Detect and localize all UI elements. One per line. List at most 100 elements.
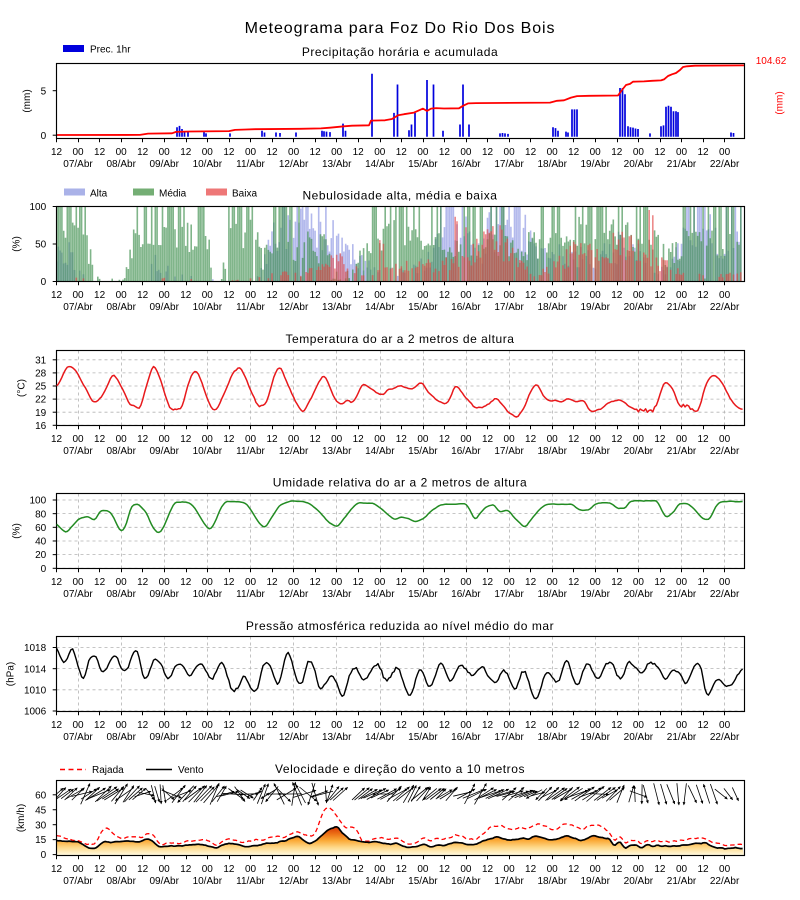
- svg-text:12: 12: [266, 720, 278, 731]
- svg-text:12: 12: [137, 864, 149, 875]
- svg-text:(mm): (mm): [775, 91, 786, 114]
- svg-text:(%): (%): [12, 236, 23, 252]
- svg-text:00: 00: [159, 434, 171, 445]
- svg-text:00: 00: [288, 577, 300, 588]
- svg-text:19/Abr: 19/Abr: [580, 159, 610, 170]
- svg-text:00: 00: [460, 147, 472, 158]
- svg-text:12: 12: [137, 434, 149, 445]
- svg-text:12: 12: [611, 147, 623, 158]
- svg-text:12: 12: [266, 290, 278, 301]
- svg-text:12: 12: [94, 720, 106, 731]
- svg-text:07/Abr: 07/Abr: [63, 589, 93, 600]
- svg-text:12: 12: [51, 864, 63, 875]
- svg-text:00: 00: [633, 434, 645, 445]
- svg-text:12: 12: [223, 290, 235, 301]
- svg-text:00: 00: [719, 577, 731, 588]
- svg-text:09/Abr: 09/Abr: [149, 302, 179, 313]
- svg-text:12: 12: [137, 290, 149, 301]
- svg-text:13/Abr: 13/Abr: [322, 589, 352, 600]
- svg-text:00: 00: [331, 864, 343, 875]
- svg-text:12: 12: [396, 864, 408, 875]
- svg-text:30: 30: [35, 820, 47, 831]
- svg-text:12: 12: [51, 290, 63, 301]
- svg-text:17/Abr: 17/Abr: [494, 732, 524, 743]
- svg-text:15/Abr: 15/Abr: [408, 732, 438, 743]
- svg-text:Temperatura do ar a 2 metros d: Temperatura do ar a 2 metros de altura: [285, 332, 514, 346]
- svg-text:15/Abr: 15/Abr: [408, 159, 438, 170]
- svg-text:0: 0: [41, 850, 47, 861]
- svg-text:00: 00: [633, 577, 645, 588]
- svg-text:12: 12: [353, 577, 365, 588]
- svg-text:00: 00: [288, 290, 300, 301]
- svg-text:08/Abr: 08/Abr: [106, 446, 136, 457]
- svg-text:14/Abr: 14/Abr: [365, 302, 395, 313]
- svg-text:00: 00: [116, 290, 128, 301]
- svg-text:00: 00: [116, 720, 128, 731]
- svg-text:00: 00: [159, 147, 171, 158]
- svg-text:15: 15: [35, 835, 47, 846]
- svg-text:12: 12: [611, 864, 623, 875]
- svg-text:22/Abr: 22/Abr: [710, 732, 740, 743]
- svg-text:00: 00: [719, 147, 731, 158]
- svg-text:12: 12: [94, 290, 106, 301]
- svg-text:16/Abr: 16/Abr: [451, 159, 481, 170]
- svg-text:00: 00: [72, 434, 84, 445]
- svg-text:00: 00: [590, 864, 602, 875]
- svg-text:00: 00: [72, 147, 84, 158]
- svg-text:00: 00: [288, 147, 300, 158]
- svg-text:12: 12: [51, 720, 63, 731]
- svg-text:12: 12: [439, 290, 451, 301]
- svg-text:12: 12: [266, 864, 278, 875]
- svg-text:10/Abr: 10/Abr: [193, 876, 223, 887]
- svg-text:00: 00: [417, 290, 429, 301]
- svg-text:12: 12: [654, 290, 666, 301]
- svg-text:12: 12: [482, 434, 494, 445]
- svg-text:12: 12: [396, 720, 408, 731]
- svg-text:00: 00: [719, 720, 731, 731]
- svg-text:00: 00: [245, 720, 257, 731]
- svg-text:09/Abr: 09/Abr: [149, 589, 179, 600]
- svg-text:16/Abr: 16/Abr: [451, 589, 481, 600]
- svg-text:00: 00: [245, 434, 257, 445]
- svg-text:11/Abr: 11/Abr: [236, 446, 265, 457]
- svg-text:(km/h): (km/h): [16, 804, 27, 832]
- svg-text:13/Abr: 13/Abr: [322, 446, 352, 457]
- svg-text:00: 00: [288, 720, 300, 731]
- svg-text:20/Abr: 20/Abr: [624, 876, 654, 887]
- svg-text:12: 12: [51, 434, 63, 445]
- svg-text:00: 00: [331, 434, 343, 445]
- svg-text:00: 00: [504, 290, 516, 301]
- svg-text:12: 12: [525, 290, 537, 301]
- svg-text:5: 5: [41, 86, 47, 97]
- svg-text:13/Abr: 13/Abr: [322, 732, 352, 743]
- svg-text:16: 16: [35, 421, 47, 432]
- svg-text:12: 12: [137, 577, 149, 588]
- svg-text:12: 12: [439, 147, 451, 158]
- svg-text:12: 12: [223, 147, 235, 158]
- svg-text:00: 00: [547, 290, 559, 301]
- svg-text:19/Abr: 19/Abr: [580, 302, 610, 313]
- svg-text:00: 00: [374, 434, 386, 445]
- svg-text:21/Abr: 21/Abr: [667, 732, 697, 743]
- svg-text:00: 00: [547, 147, 559, 158]
- svg-text:Prec. 1hr: Prec. 1hr: [90, 45, 131, 56]
- svg-text:22/Abr: 22/Abr: [710, 302, 740, 313]
- svg-text:20/Abr: 20/Abr: [624, 732, 654, 743]
- svg-text:(°C): (°C): [17, 379, 28, 397]
- svg-text:10/Abr: 10/Abr: [193, 589, 223, 600]
- svg-text:40: 40: [35, 537, 47, 548]
- svg-text:12: 12: [94, 577, 106, 588]
- svg-text:Meteograma para Foz Do Rio Dos: Meteograma para Foz Do Rio Dos Bois: [245, 20, 556, 37]
- svg-text:00: 00: [460, 720, 472, 731]
- svg-text:12: 12: [568, 864, 580, 875]
- svg-text:22/Abr: 22/Abr: [710, 876, 740, 887]
- svg-text:16/Abr: 16/Abr: [451, 302, 481, 313]
- svg-text:12: 12: [697, 147, 709, 158]
- svg-text:00: 00: [202, 577, 214, 588]
- svg-text:07/Abr: 07/Abr: [63, 732, 93, 743]
- svg-text:12: 12: [180, 577, 192, 588]
- svg-text:00: 00: [547, 434, 559, 445]
- svg-text:12: 12: [568, 147, 580, 158]
- svg-text:00: 00: [202, 290, 214, 301]
- svg-text:12: 12: [482, 720, 494, 731]
